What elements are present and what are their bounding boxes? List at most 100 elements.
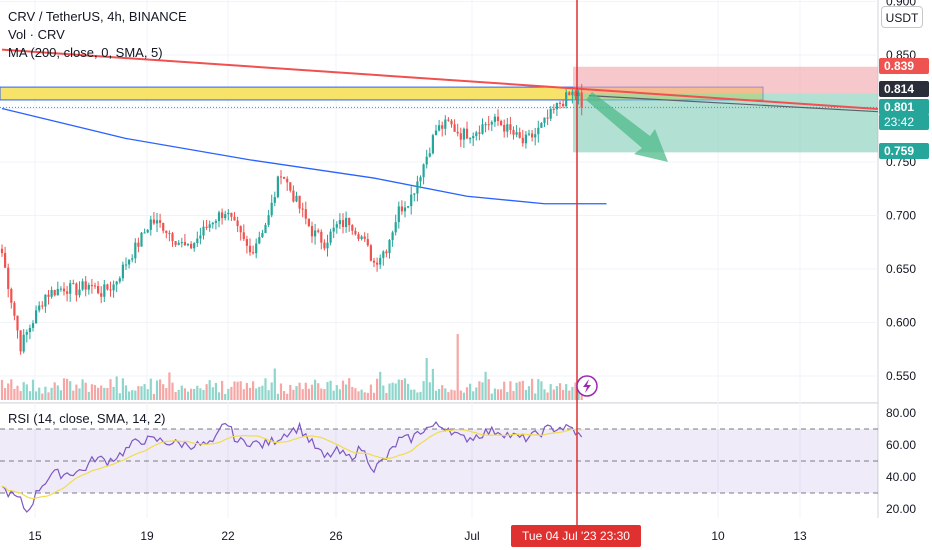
volume-bar [453, 390, 456, 400]
candle-body [66, 291, 69, 294]
chart-title[interactable]: CRV / TetherUS, 4h, BINANCE [8, 9, 187, 24]
volume-bar [338, 389, 341, 400]
candle-body [388, 240, 391, 254]
candle-body [540, 123, 543, 128]
volume-bar [422, 381, 425, 400]
candle-body [159, 220, 162, 223]
volume-bar [208, 380, 211, 400]
volume-bar [196, 385, 199, 400]
volume-bar [180, 385, 183, 400]
candle-body [121, 264, 124, 279]
candle-body [283, 176, 286, 179]
volume-bar [503, 381, 506, 400]
volume-bar [555, 386, 558, 400]
candle-body [155, 220, 159, 224]
volume-bar [124, 385, 128, 400]
volume-bar [459, 390, 462, 400]
volume-bar [298, 382, 301, 400]
candle-body [214, 221, 217, 223]
candle-body [273, 197, 276, 203]
candle-body [385, 251, 388, 254]
candle-body [357, 234, 360, 240]
volume-bar [379, 371, 382, 400]
candle-body [456, 131, 459, 134]
volume-bar [205, 384, 208, 400]
candle-body [165, 230, 168, 233]
candle-body [177, 242, 180, 245]
candle-body [270, 202, 273, 216]
candle-body [174, 241, 177, 245]
volume-bar [149, 378, 152, 400]
candle-body [286, 178, 289, 183]
lightning-icon[interactable] [576, 375, 598, 397]
volume-legend[interactable]: Vol · CRV [8, 27, 65, 42]
volume-bar [28, 391, 31, 400]
candle-body [484, 124, 487, 126]
candle-body [459, 133, 462, 140]
volume-bar [69, 381, 72, 400]
candle-body [230, 212, 233, 217]
candle-body [0, 248, 4, 254]
candle-body [93, 285, 97, 287]
candle-body [382, 251, 385, 258]
volume-bar [332, 390, 335, 400]
candle-body [447, 119, 450, 121]
volume-bar [372, 392, 376, 400]
candle-body [59, 288, 62, 290]
price-tick-label: 0.900 [886, 0, 916, 9]
volume-bar [363, 392, 366, 400]
volume-bar [87, 391, 90, 400]
volume-bar [0, 379, 4, 400]
volume-bar [360, 389, 363, 400]
candle-body [310, 226, 314, 237]
candle-body [16, 315, 19, 331]
candle-body [180, 242, 183, 244]
candle-body [574, 91, 577, 96]
candle-body [518, 132, 521, 138]
candle-body [363, 236, 366, 240]
candle-body [255, 243, 258, 254]
candle-body [267, 215, 270, 225]
volume-bar [59, 390, 62, 400]
volume-bar [524, 389, 527, 400]
candle-body [258, 237, 261, 244]
volume-bar [341, 380, 345, 400]
volume-bar [431, 368, 434, 400]
volume-bar [444, 388, 447, 400]
candle-body [84, 281, 87, 290]
candle-body [332, 227, 335, 232]
candle-body [109, 289, 112, 291]
volume-bar [239, 381, 242, 400]
candle-body [56, 288, 59, 296]
volume-bar [97, 387, 100, 400]
candle-body [431, 135, 434, 154]
candle-body [264, 224, 267, 234]
volume-bar [93, 385, 97, 400]
volume-bar [38, 387, 41, 400]
candle-body [366, 239, 369, 246]
volume-bar [143, 384, 146, 400]
currency-selector[interactable]: USDT [881, 6, 923, 28]
time-tick-label: Jul [464, 529, 479, 543]
volume-bar [217, 392, 221, 400]
volume-bar [301, 389, 304, 400]
volume-bar [391, 382, 394, 400]
rsi-tick-label: 40.00 [886, 470, 916, 484]
candle-body [379, 257, 382, 265]
volume-bar [388, 383, 391, 400]
ma-legend[interactable]: MA (200, close, 0, SMA, 5) [8, 45, 163, 60]
volume-bar [283, 391, 286, 400]
rsi-legend[interactable]: RSI (14, close, SMA, 14, 2) [8, 411, 166, 426]
candle-body [307, 218, 310, 227]
candle-body [62, 288, 66, 292]
candle-body [50, 289, 53, 297]
volume-bar [434, 390, 438, 400]
volume-bar [227, 388, 230, 400]
candle-body [487, 124, 490, 126]
rsi-band-fill [0, 429, 878, 493]
candle-body [196, 238, 199, 244]
candle-body [531, 133, 534, 138]
candle-body [394, 222, 397, 233]
